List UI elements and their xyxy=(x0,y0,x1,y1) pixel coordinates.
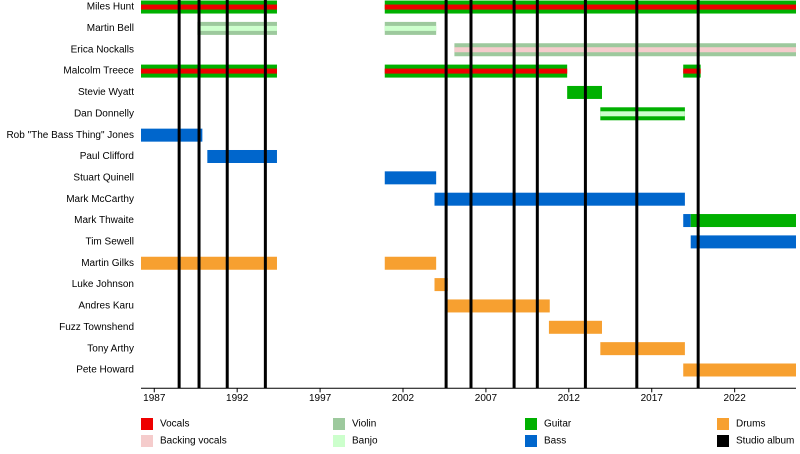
tenure-bar xyxy=(384,171,437,185)
tenure-bar xyxy=(683,363,796,377)
legend-swatch xyxy=(141,435,153,447)
x-tick-label: 1987 xyxy=(143,393,166,404)
legend-label: Drums xyxy=(736,419,765,430)
x-tick-label: 2022 xyxy=(724,393,747,404)
x-tick-label: 2017 xyxy=(641,393,664,404)
legend-swatch xyxy=(333,418,345,430)
tenure-bar xyxy=(446,299,550,313)
legend-label: Violin xyxy=(352,419,376,430)
member-name: Stevie Wyatt xyxy=(78,87,134,98)
member-name: Dan Donnelly xyxy=(74,108,134,119)
tenure-bar xyxy=(141,128,203,142)
x-tick-label: 2007 xyxy=(475,393,498,404)
x-tick-label: 1997 xyxy=(309,393,332,404)
tenure-bar xyxy=(690,235,796,249)
x-tick-label: 2012 xyxy=(558,393,581,404)
member-name: Martin Gilks xyxy=(81,258,134,269)
tenure-bar xyxy=(454,47,796,53)
member-name: Stuart Quinell xyxy=(73,172,134,183)
tenure-bar xyxy=(141,256,277,270)
legend-swatch xyxy=(525,418,537,430)
member-name: Fuzz Townshend xyxy=(59,322,134,333)
tenure-bar xyxy=(683,214,691,228)
member-name: Pete Howard xyxy=(76,365,134,376)
member-name: Erica Nockalls xyxy=(71,44,134,55)
tenure-bar xyxy=(207,149,277,163)
member-name: Mark McCarthy xyxy=(66,194,134,205)
legend-label: Backing vocals xyxy=(160,436,227,447)
tenure-bar xyxy=(434,192,685,206)
legend-label: Vocals xyxy=(160,419,189,430)
member-name: Tony Arthy xyxy=(87,343,134,354)
tenure-bar xyxy=(434,278,448,292)
tenure-bar xyxy=(141,68,277,74)
x-tick-label: 1992 xyxy=(226,393,249,404)
tenure-bar xyxy=(683,68,701,74)
member-name: Luke Johnson xyxy=(72,279,134,290)
member-name: Paul Clifford xyxy=(80,151,134,162)
legend-label: Studio album xyxy=(736,436,794,447)
legend-swatch xyxy=(141,418,153,430)
member-name: Tim Sewell xyxy=(85,237,134,248)
member-name: Mark Thwaite xyxy=(74,215,134,226)
legend-swatch xyxy=(717,435,729,447)
legend-swatch xyxy=(717,418,729,430)
member-name: Andres Karu xyxy=(78,301,134,312)
member-name: Miles Hunt xyxy=(87,2,134,13)
legend-label: Guitar xyxy=(544,419,572,430)
tenure-bar xyxy=(384,4,796,10)
tenure-bar xyxy=(690,214,796,228)
legend-swatch xyxy=(525,435,537,447)
legend-label: Bass xyxy=(544,436,566,447)
tenure-bar xyxy=(548,320,602,334)
member-name: Rob "The Bass Thing" Jones xyxy=(6,130,134,141)
legend-swatch xyxy=(333,435,345,447)
legend-label: Banjo xyxy=(352,436,378,447)
tenure-bar xyxy=(600,111,685,117)
tenure-bar xyxy=(384,68,568,74)
x-tick-label: 2002 xyxy=(392,393,415,404)
tenure-bar xyxy=(600,342,685,356)
member-name: Martin Bell xyxy=(87,23,134,34)
tenure-bar xyxy=(384,256,437,270)
tenure-bar xyxy=(197,25,277,31)
tenure-bar xyxy=(141,4,277,10)
tenure-bar xyxy=(384,25,437,31)
member-name: Malcolm Treece xyxy=(63,66,134,77)
